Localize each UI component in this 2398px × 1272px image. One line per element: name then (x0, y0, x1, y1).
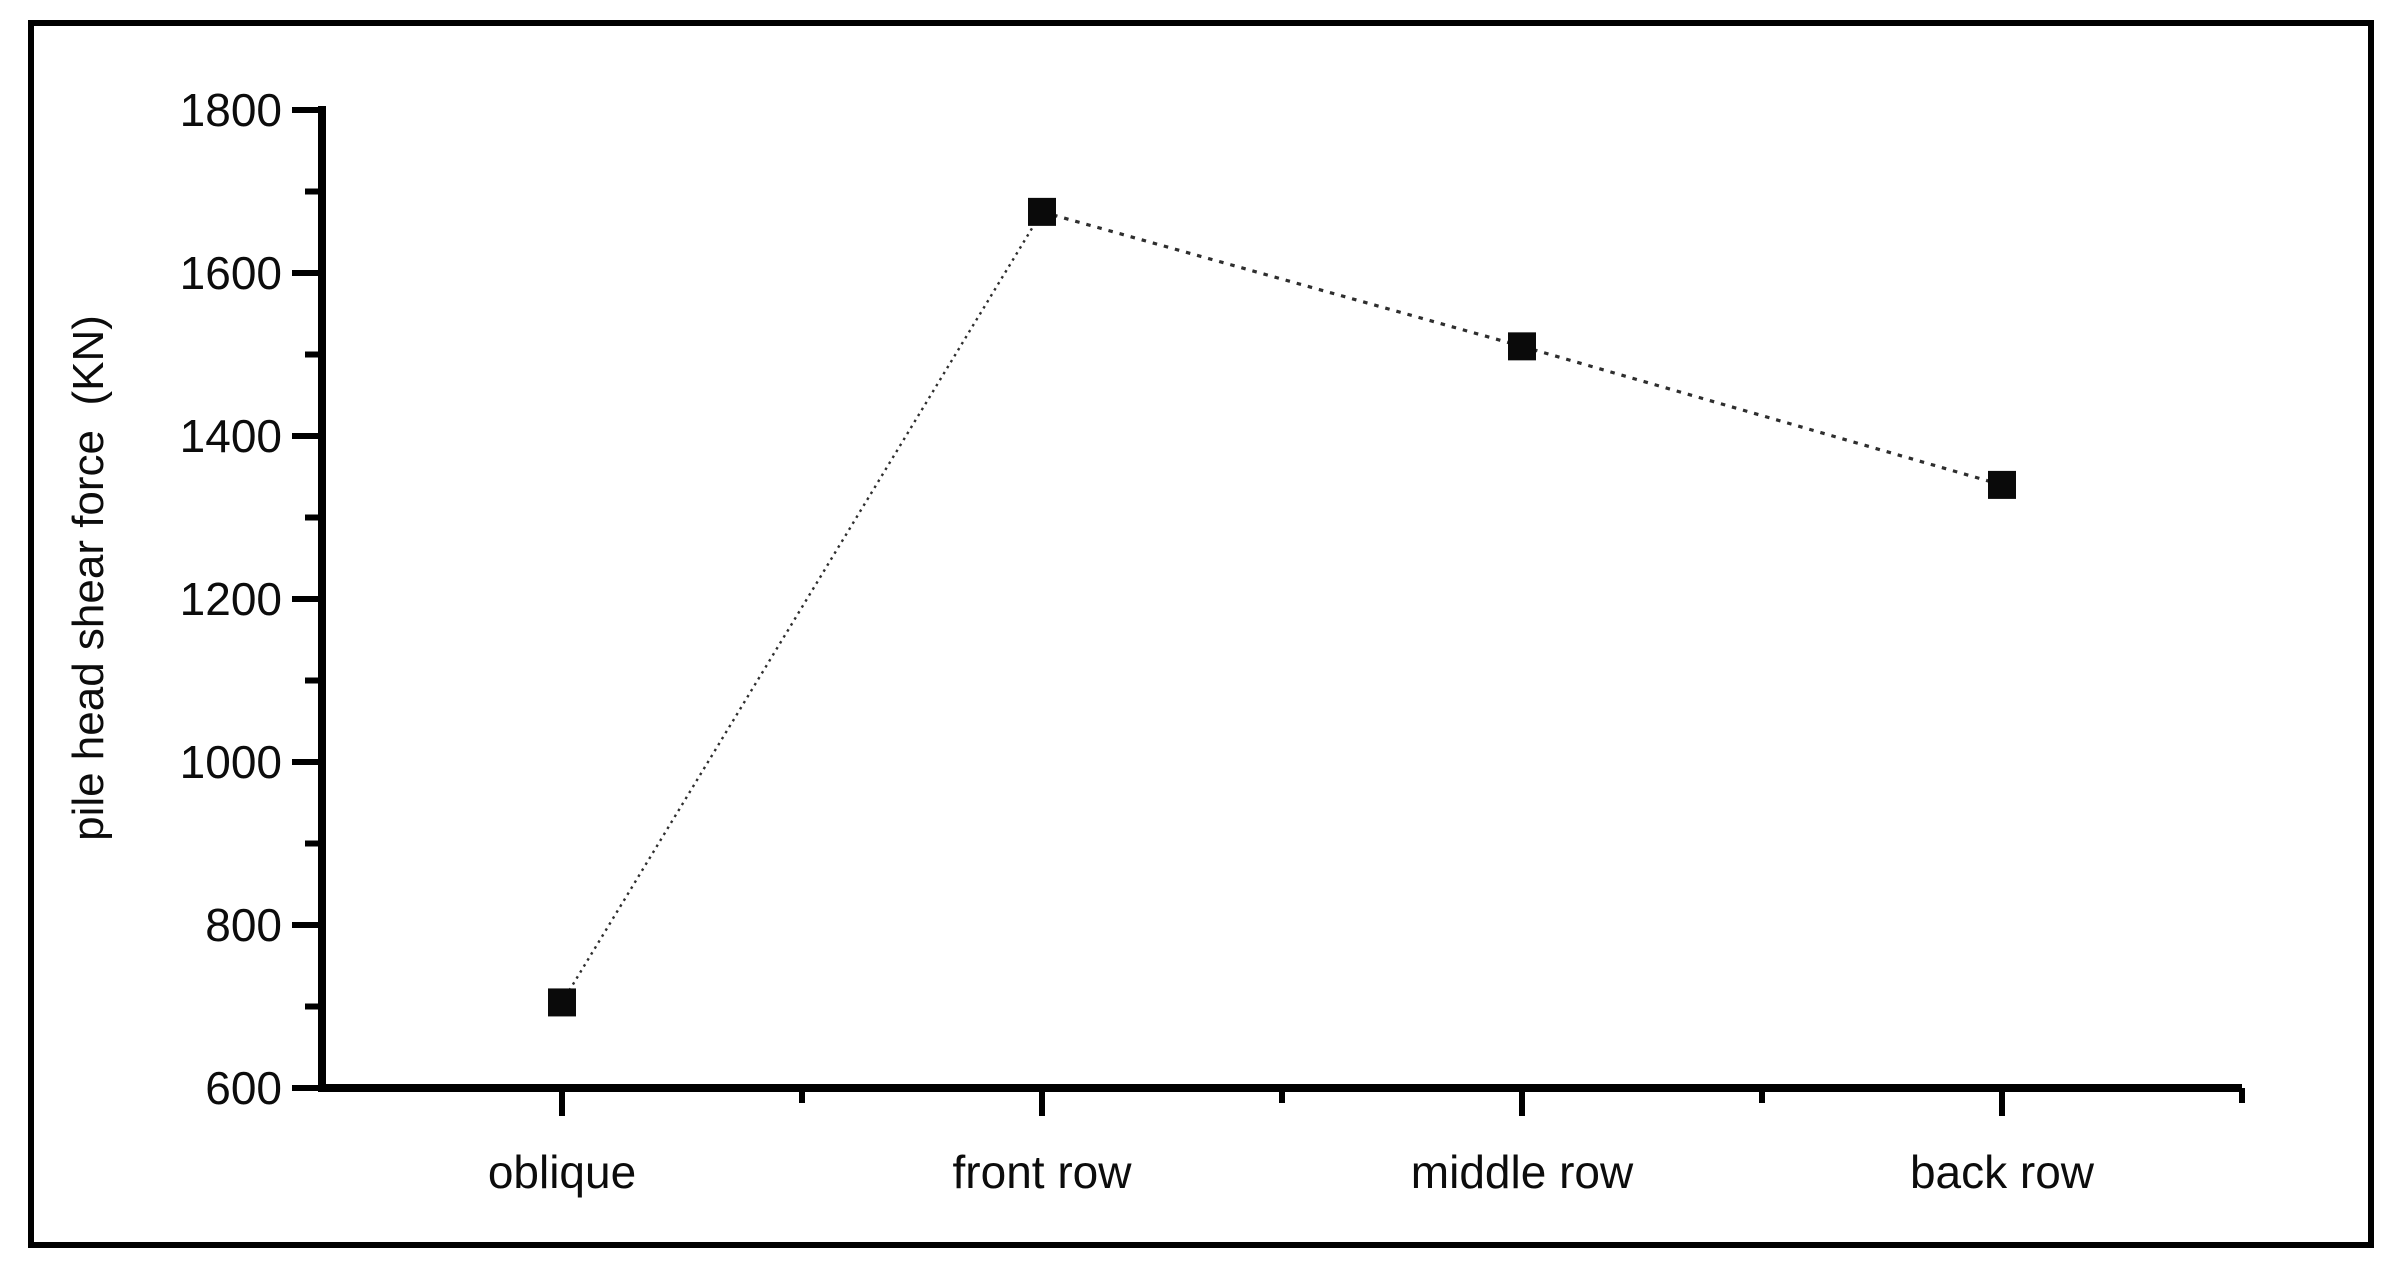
y-tick-label: 1600 (180, 247, 282, 299)
x-category-label: front row (953, 1146, 1133, 1198)
series-line-segment (1521, 344, 2003, 487)
data-point-marker (548, 988, 576, 1017)
x-category-label: back row (1910, 1146, 2095, 1198)
y-tick-label: 600 (205, 1062, 282, 1114)
figure-border (28, 20, 2374, 1248)
y-tick-label: 1000 (180, 736, 282, 788)
y-axis-title: pile head shear force (KN) (64, 315, 113, 841)
series-line-segment (560, 211, 1044, 1004)
x-category-label: middle row (1411, 1146, 1634, 1198)
y-tick-label: 1200 (180, 573, 282, 625)
y-tick-label: 1400 (180, 410, 282, 462)
y-tick-label: 1800 (180, 84, 282, 136)
y-tick-label: 800 (205, 899, 282, 951)
data-point-marker (1988, 470, 2016, 499)
data-point-marker (1028, 197, 1056, 226)
series-line-segment (1041, 210, 1523, 348)
data-point-marker (1508, 332, 1536, 361)
x-category-label: oblique (488, 1146, 636, 1198)
